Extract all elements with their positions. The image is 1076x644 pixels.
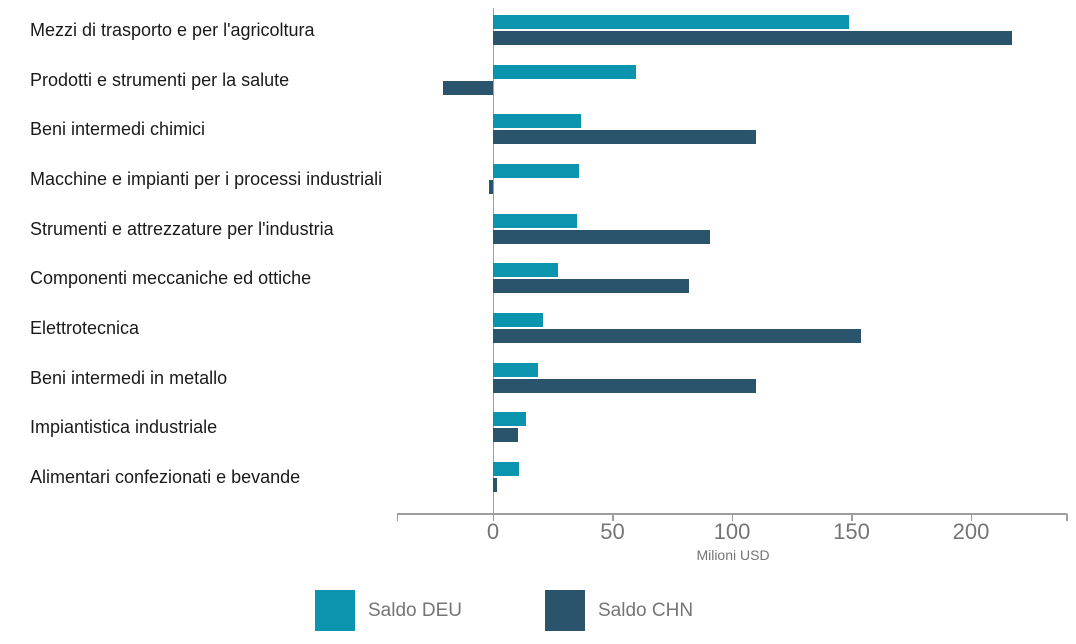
bar-saldo-deu <box>493 163 580 178</box>
legend: Saldo DEU Saldo CHN <box>315 590 693 631</box>
category-label: Strumenti e attrezzature per l'industria <box>30 218 334 239</box>
bar-saldo-chn <box>442 80 493 95</box>
x-axis-label: Milioni USD <box>696 547 770 563</box>
bar-saldo-deu <box>493 362 539 377</box>
bar-saldo-deu <box>493 64 637 79</box>
legend-swatch-saldo-chn <box>545 590 585 631</box>
bar-saldo-chn <box>489 179 493 194</box>
x-axis-tick-label: 150 <box>833 519 870 544</box>
x-axis-tick-label: 200 <box>952 519 990 544</box>
bar-saldo-chn <box>493 428 519 443</box>
category-label: Elettrotecnica <box>30 317 140 338</box>
bar-saldo-chn <box>493 279 689 294</box>
x-axis-tick <box>731 514 733 521</box>
category-label: Beni intermedi chimici <box>30 119 206 140</box>
category-label: Mezzi di trasporto e per l'agricoltura <box>30 20 315 40</box>
bar-saldo-chn <box>493 31 1012 45</box>
legend-label-saldo-deu: Saldo DEU <box>368 600 462 621</box>
x-axis-endcap <box>1066 514 1068 521</box>
bar-saldo-deu <box>493 213 577 228</box>
x-axis-tick <box>612 514 614 521</box>
x-axis-tick-label: 0 <box>486 519 500 544</box>
bar-saldo-deu <box>493 114 582 129</box>
bar-saldo-deu <box>493 15 850 29</box>
bar-saldo-chn <box>493 477 497 492</box>
category-label: Prodotti e strumenti per la salute <box>30 69 290 90</box>
category-label: Alimentari confezionati e bevande <box>30 466 301 487</box>
category-label: Macchine e impianti per i processi indus… <box>30 168 383 189</box>
x-axis-tick-label: 100 <box>713 519 751 544</box>
legend-label-saldo-chn: Saldo CHN <box>598 600 694 621</box>
legend-swatch-saldo-deu <box>315 590 355 631</box>
bar-saldo-deu <box>493 263 558 278</box>
bar-saldo-chn <box>493 130 756 145</box>
bar-saldo-deu <box>493 461 520 476</box>
x-axis-endcap <box>396 514 399 521</box>
x-axis-tick <box>492 514 494 521</box>
zero-gridline <box>492 8 494 514</box>
bar-saldo-deu <box>493 312 544 327</box>
bar-saldo-chn <box>493 328 862 343</box>
category-label: Impiantistica industriale <box>30 417 218 438</box>
x-axis-tick <box>851 514 853 521</box>
category-label: Beni intermedi in metallo <box>30 367 228 388</box>
x-axis-tick-label: 50 <box>600 519 625 544</box>
bar-saldo-deu <box>493 412 527 427</box>
bar-saldo-chn <box>493 378 756 393</box>
category-label: Componenti meccaniche ed ottiche <box>30 268 312 289</box>
bar-saldo-chn <box>493 229 711 244</box>
x-axis-tick <box>970 514 972 521</box>
